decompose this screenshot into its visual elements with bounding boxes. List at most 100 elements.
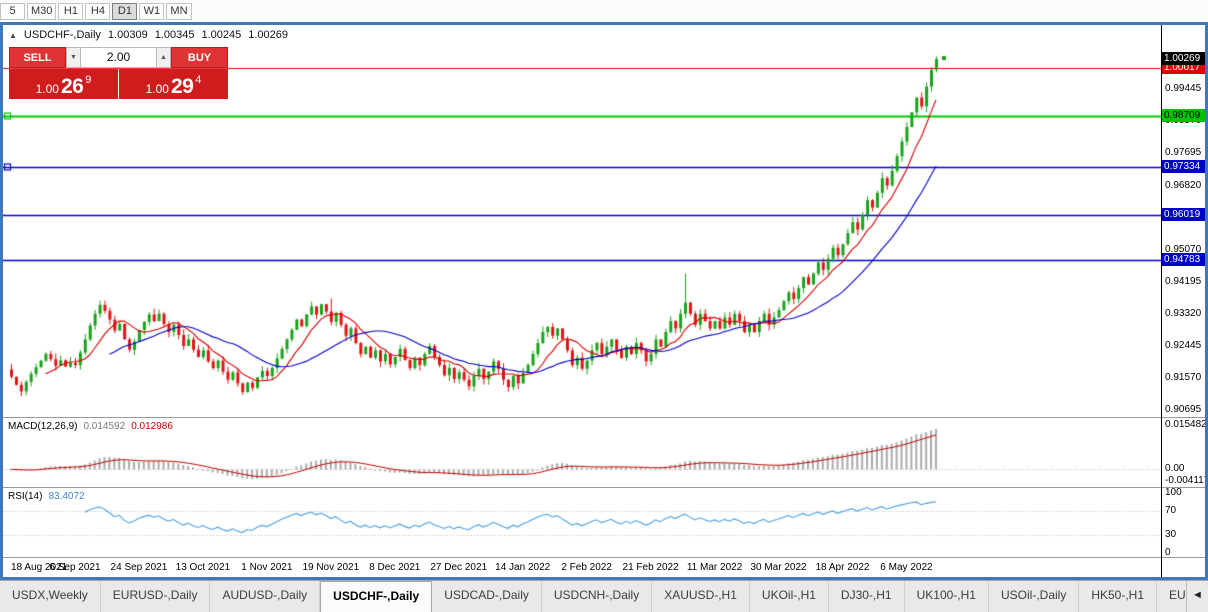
rsi-name: RSI(14) bbox=[8, 491, 43, 502]
date-axis-label: 21 Feb 2022 bbox=[622, 562, 679, 573]
date-axis-label: 6 Sep 2021 bbox=[49, 562, 101, 573]
timeframe-button[interactable]: H4 bbox=[85, 2, 111, 20]
sell-price-prefix: 1.00 bbox=[35, 82, 59, 96]
price-axis[interactable]: 0.994450.985700.976950.968200.959450.950… bbox=[1162, 25, 1205, 577]
macd-axis-label: 0.00 bbox=[1165, 463, 1185, 474]
chart-tab[interactable]: USDCHF-,Daily bbox=[320, 581, 433, 612]
price-axis-label: 0.90695 bbox=[1165, 404, 1202, 415]
chart-tabs: USDX,Weekly EURUSD-,Daily AUDUSD-,Daily … bbox=[0, 581, 1208, 612]
chart-tab[interactable]: AUDUSD-,Daily bbox=[210, 581, 321, 612]
price-axis-label: 0.95070 bbox=[1165, 244, 1202, 255]
date-axis-label: 14 Jan 2022 bbox=[495, 562, 551, 573]
timeframe-button[interactable]: MN bbox=[166, 2, 192, 20]
date-axis-label: 1 Nov 2021 bbox=[241, 562, 293, 573]
price-axis-divider bbox=[1161, 25, 1162, 577]
trade-controls-row: SELL ▼ 2.00 ▲ BUY bbox=[9, 47, 228, 68]
timeframe-button[interactable]: 5 bbox=[0, 2, 25, 20]
rsi-axis-label: 70 bbox=[1165, 505, 1177, 516]
date-axis-label: 6 May 2022 bbox=[880, 562, 933, 573]
chart-window-icon: ▲ bbox=[9, 30, 17, 40]
timeframe-button[interactable]: M30 bbox=[27, 2, 57, 20]
price-level-badge: 0.97334 bbox=[1162, 160, 1205, 173]
chart-tab[interactable]: USDX,Weekly bbox=[0, 581, 101, 612]
chart-tab[interactable]: HK50-,H1 bbox=[1079, 581, 1158, 612]
price-axis-label: 0.94195 bbox=[1165, 276, 1202, 287]
timeframe-button[interactable]: D1 bbox=[112, 2, 138, 20]
high-value: 1.00345 bbox=[154, 29, 195, 41]
price-axis-label: 0.96820 bbox=[1165, 180, 1202, 191]
buy-price-pips: 29 bbox=[170, 75, 194, 98]
date-axis-label: 24 Sep 2021 bbox=[110, 562, 168, 573]
sell-price-pips: 26 bbox=[60, 75, 84, 98]
macd-axis-label: 0.015482 bbox=[1165, 419, 1205, 430]
sell-price-point: 9 bbox=[85, 74, 92, 86]
price-axis-label: 0.92445 bbox=[1165, 340, 1202, 351]
time-axis[interactable]: 18 Aug 2021 6 Sep 2021 24 Sep 2021 13 Oc… bbox=[3, 558, 1161, 577]
date-axis-label: 27 Dec 2021 bbox=[430, 562, 488, 573]
volume-input[interactable]: 2.00 bbox=[81, 47, 156, 68]
chart-tab[interactable]: USDCNH-,Daily bbox=[541, 581, 653, 612]
buy-price-point: 4 bbox=[195, 74, 202, 86]
rsi-pane-resize-handle[interactable] bbox=[3, 487, 1205, 488]
chart-window: ▲ USDCHF-,Daily 1.00309 1.00345 1.00245 … bbox=[0, 22, 1208, 580]
current-price-badge: 1.00269 bbox=[1162, 52, 1205, 65]
macd-pane-resize-handle[interactable] bbox=[3, 417, 1205, 418]
rsi-axis-label: 0 bbox=[1165, 547, 1171, 558]
date-axis-label: 8 Dec 2021 bbox=[369, 562, 421, 573]
macd-main-value: 0.014592 bbox=[83, 421, 126, 432]
price-axis-label: 0.99445 bbox=[1165, 83, 1202, 94]
price-axis-label: 0.97695 bbox=[1165, 147, 1202, 158]
macd-signal-value: 0.012986 bbox=[131, 421, 173, 432]
chart-tab[interactable]: UKOil-,H1 bbox=[749, 581, 829, 612]
buy-button[interactable]: BUY bbox=[171, 47, 228, 68]
open-value: 1.00309 bbox=[107, 29, 148, 41]
volume-decrease-button[interactable]: ▼ bbox=[66, 47, 81, 68]
chart-tab[interactable]: USDCAD-,Daily bbox=[432, 581, 542, 612]
rsi-axis-label: 100 bbox=[1165, 487, 1182, 498]
price-axis-label: 0.91570 bbox=[1165, 372, 1202, 383]
buy-price-display: 1.00 29 4 bbox=[119, 69, 228, 99]
rsi-value: 83.4072 bbox=[48, 491, 85, 502]
timeframe-toolbar: 5 M30 H1 H4 D1 W1 MN bbox=[0, 0, 1208, 22]
chart-tab[interactable]: UK100-,H1 bbox=[904, 581, 989, 612]
macd-axis-label: -0.004117 bbox=[1165, 475, 1205, 486]
chart-tabbar: USDX,Weekly EURUSD-,Daily AUDUSD-,Daily … bbox=[0, 580, 1208, 612]
price-level-badge: 0.98709 bbox=[1162, 109, 1205, 122]
chart-tab[interactable]: DJ30-,H1 bbox=[828, 581, 905, 612]
buy-price-prefix: 1.00 bbox=[145, 82, 169, 96]
tab-scroll-left-button[interactable]: ◄ bbox=[1186, 581, 1208, 612]
timeframe-button[interactable]: H1 bbox=[58, 2, 84, 20]
sell-button[interactable]: SELL bbox=[9, 47, 66, 68]
price-level-badge: 0.94783 bbox=[1162, 253, 1205, 266]
date-axis-label: 30 Mar 2022 bbox=[750, 562, 807, 573]
symbol-period-label: USDCHF-,Daily bbox=[23, 29, 101, 41]
close-value: 1.00269 bbox=[248, 29, 288, 41]
macd-name: MACD(12,26,9) bbox=[8, 421, 78, 432]
date-axis-label: 18 Aug 2021 bbox=[11, 562, 68, 573]
timeframe-button[interactable]: W1 bbox=[139, 2, 165, 20]
rsi-axis-label: 30 bbox=[1165, 529, 1177, 540]
price-axis-label: 0.93320 bbox=[1165, 308, 1202, 319]
macd-indicator-canvas[interactable] bbox=[3, 419, 1161, 487]
chart-tab[interactable]: EURUSD-,Daily bbox=[100, 581, 211, 612]
sell-price-display: 1.00 26 9 bbox=[9, 69, 118, 99]
volume-increase-button[interactable]: ▲ bbox=[156, 47, 171, 68]
rsi-indicator-canvas[interactable] bbox=[3, 489, 1161, 557]
low-value: 1.00245 bbox=[201, 29, 242, 41]
date-axis-label: 13 Oct 2021 bbox=[175, 562, 231, 573]
date-axis-label: 2 Feb 2022 bbox=[561, 562, 612, 573]
chart-area: ▲ USDCHF-,Daily 1.00309 1.00345 1.00245 … bbox=[3, 25, 1205, 577]
trade-prices-row: 1.00 26 9 1.00 29 4 bbox=[9, 69, 228, 99]
chart-tab[interactable]: USOil-,Daily bbox=[988, 581, 1080, 612]
date-axis-separator bbox=[3, 557, 1205, 558]
chart-tab[interactable]: XAUUSD-,H1 bbox=[652, 581, 750, 612]
one-click-trading-panel: SELL ▼ 2.00 ▲ BUY 1.00 26 9 1.00 29 4 bbox=[9, 47, 228, 99]
chart-title: ▲ USDCHF-,Daily 1.00309 1.00345 1.00245 … bbox=[9, 29, 288, 41]
price-level-badge: 0.96019 bbox=[1162, 208, 1205, 221]
macd-label: MACD(12,26,9) 0.014592 0.012986 bbox=[8, 421, 173, 432]
rsi-label: RSI(14) 83.4072 bbox=[8, 491, 85, 502]
date-axis-label: 18 Apr 2022 bbox=[815, 562, 870, 573]
date-axis-label: 11 Mar 2022 bbox=[686, 562, 743, 573]
date-axis-label: 19 Nov 2021 bbox=[302, 562, 360, 573]
